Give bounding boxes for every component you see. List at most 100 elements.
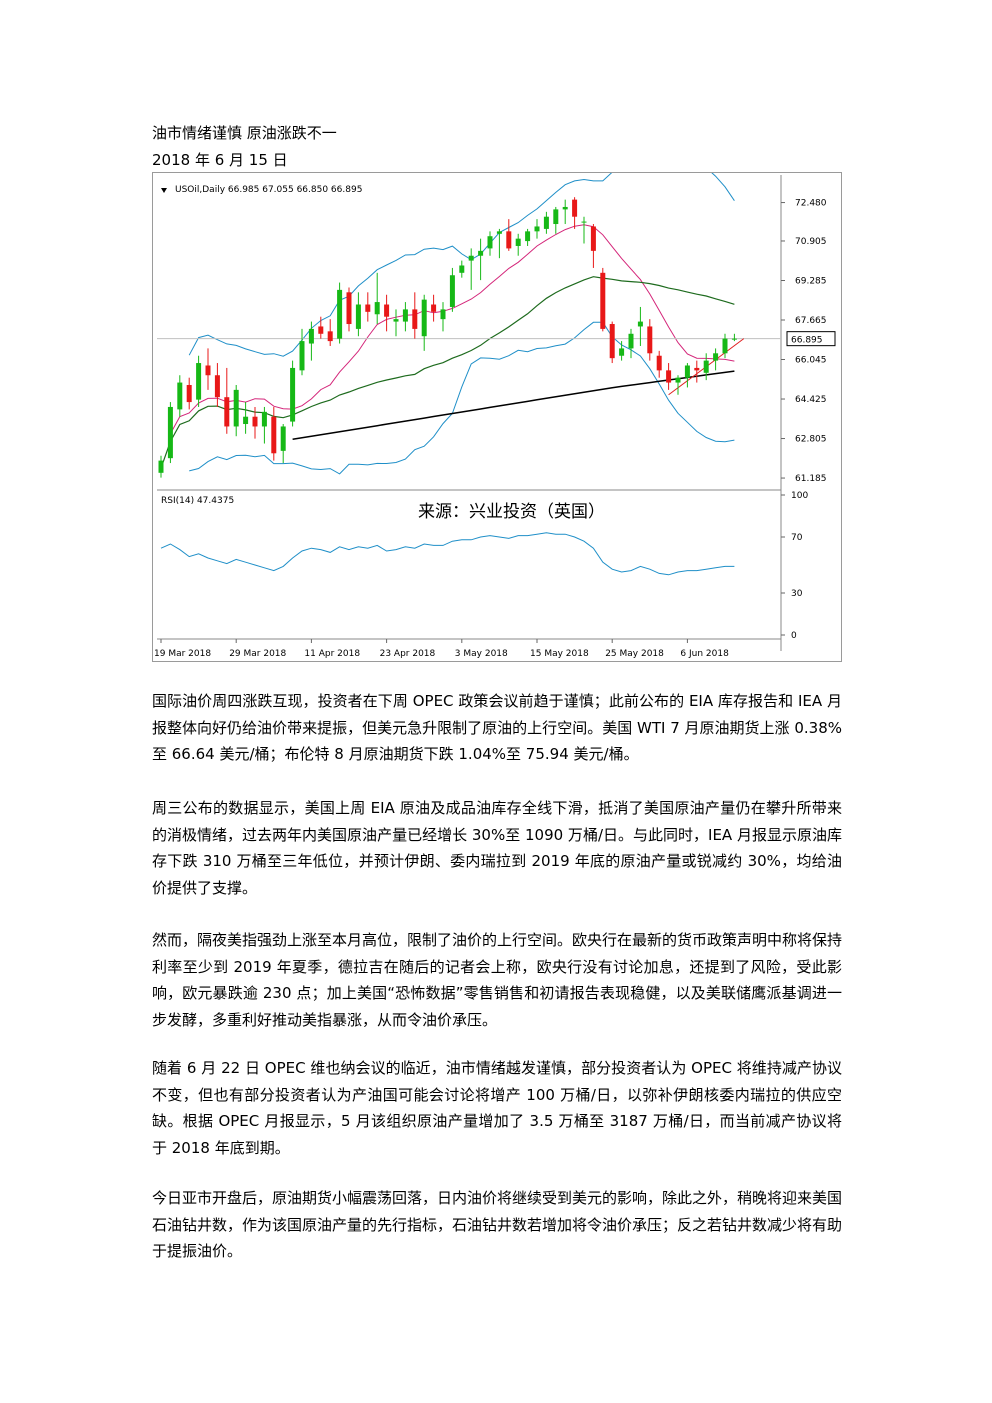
- current-price-box: [786, 331, 836, 347]
- price-tick-label: 67.665: [795, 316, 827, 326]
- candle-body: [299, 341, 305, 371]
- price-tick-label: 66.045: [795, 356, 827, 366]
- date-tick-label: 6 Jun 2018: [680, 649, 729, 659]
- rsi-tick-label: 70: [791, 533, 803, 543]
- candle-body: [374, 302, 380, 315]
- candle-body: [590, 226, 596, 251]
- candle-body: [243, 416, 249, 425]
- candle-body: [515, 238, 521, 246]
- price-tick-label: 62.805: [795, 435, 827, 445]
- candle-body: [637, 321, 643, 327]
- candle-body: [675, 377, 681, 383]
- paragraph-1: 国际油价周四涨跌互现，投资者在下周 OPEC 政策会议前趋于谨慎；此前公布的 E…: [152, 692, 842, 764]
- paragraph-2: 周三公布的数据显示，美国上周 EIA 原油及成品油库存全线下滑，抵消了美国原油产…: [152, 799, 842, 897]
- candle-body: [177, 382, 183, 410]
- candle-body: [327, 331, 333, 342]
- candle-body: [355, 304, 361, 329]
- candle-body: [384, 304, 390, 317]
- candle-body: [684, 365, 690, 378]
- candle-body: [506, 231, 512, 249]
- rsi-label: RSI(14) 47.4375: [161, 496, 234, 506]
- price-tick-label: 64.425: [795, 395, 827, 405]
- rsi-tick-label: 30: [791, 589, 803, 599]
- candle-body: [459, 265, 465, 273]
- paragraph-3: 然而，隔夜美指强劲上涨至本月高位，限制了油价的上行空间。欧央行在最新的货币政策声…: [152, 931, 843, 1029]
- rsi-line: [160, 532, 735, 576]
- rsi-tick-label: 0: [791, 631, 797, 641]
- date-tick-label: 15 May 2018: [530, 649, 589, 659]
- candle-body: [534, 226, 540, 232]
- candle-body: [449, 275, 455, 307]
- chart-watermark: 来源：兴业投资（英国）: [418, 502, 605, 522]
- candle-body: [543, 216, 549, 229]
- candle-body: [196, 363, 202, 400]
- candle-body: [280, 426, 286, 451]
- candle-body: [440, 309, 446, 320]
- candle-body: [628, 333, 634, 349]
- candle-body: [656, 355, 662, 371]
- date-tick-label: 11 Apr 2018: [304, 649, 360, 659]
- candle-body: [214, 375, 220, 398]
- candle-body: [619, 348, 625, 356]
- candle-body: [562, 206, 568, 210]
- candle-body: [694, 367, 700, 371]
- candle-body: [647, 326, 653, 354]
- candle-body: [337, 289, 343, 339]
- price-tick-label: 61.185: [795, 474, 827, 484]
- bollinger-lower-line: [189, 321, 735, 475]
- candle-body: [402, 309, 408, 322]
- candle-body: [308, 328, 314, 344]
- candle-body: [581, 221, 587, 223]
- dropdown-triangle-icon: [161, 188, 167, 193]
- candle-body: [666, 370, 672, 383]
- chart-svg: 72.480 70.905 69.285 67.665 66.045 64.425 62.8…: [154, 173, 836, 659]
- candle-body: [271, 416, 277, 454]
- candle-body: [252, 416, 258, 427]
- candle-body: [158, 460, 164, 473]
- candle-body: [346, 292, 352, 325]
- article-title: 油市情绪谨慎 原油涨跌不一: [152, 124, 337, 142]
- candle-body: [722, 338, 728, 354]
- candle-body: [487, 236, 493, 249]
- candle-body: [496, 231, 502, 234]
- candle-body: [713, 353, 719, 361]
- date-tick-label: 3 May 2018: [455, 649, 508, 659]
- rsi-tick-label: 100: [791, 491, 808, 501]
- candle-body: [261, 411, 267, 427]
- price-tick-label: 70.905: [795, 237, 827, 247]
- candle-body: [205, 365, 211, 376]
- date-tick-label: 23 Apr 2018: [380, 649, 436, 659]
- candle-body: [393, 319, 399, 322]
- bollinger-upper-line: [188, 173, 735, 357]
- candle-body: [318, 326, 324, 334]
- ma-medium-line: [160, 276, 735, 469]
- current-price-label: 66.895: [791, 336, 823, 346]
- candle-body: [224, 397, 230, 427]
- candle-body: [600, 272, 606, 329]
- price-tick-label: 72.480: [795, 199, 827, 209]
- candle-body: [365, 304, 371, 312]
- candle-body: [572, 199, 578, 217]
- chart-header: USOil,Daily 66.985 67.055 66.850 66.895: [175, 185, 362, 195]
- price-chart: 72.480 70.905 69.285 67.665 66.045 64.425 62.8…: [152, 172, 842, 662]
- paragraph-4: 随着 6 月 22 日 OPEC 维也纳会议的临近，油市情绪越发谨慎，部分投资者…: [152, 1059, 842, 1157]
- candle-body: [233, 389, 239, 427]
- candle-body: [609, 324, 615, 359]
- paragraph-5: 今日亚市开盘后，原油期货小幅震荡回落，日内油价将继续受到美元的影响，除此之外，稍…: [152, 1189, 843, 1261]
- candle-body: [553, 209, 559, 225]
- candle-body: [421, 299, 427, 337]
- date-tick-label: 29 Mar 2018: [229, 649, 286, 659]
- candle-body: [703, 360, 709, 373]
- candle-body: [468, 255, 474, 261]
- candle-body: [167, 406, 173, 459]
- price-tick-label: 69.285: [795, 276, 827, 286]
- article-date: 2018 年 6 月 15 日: [152, 151, 288, 169]
- candle-body: [186, 385, 192, 403]
- ma-long-line: [292, 370, 735, 441]
- date-tick-label: 19 Mar 2018: [154, 649, 211, 659]
- candle-body: [525, 231, 531, 242]
- candle-body: [290, 367, 296, 422]
- date-tick-label: 25 May 2018: [605, 649, 664, 659]
- candle-body: [412, 309, 418, 329]
- candle-body: [431, 304, 437, 312]
